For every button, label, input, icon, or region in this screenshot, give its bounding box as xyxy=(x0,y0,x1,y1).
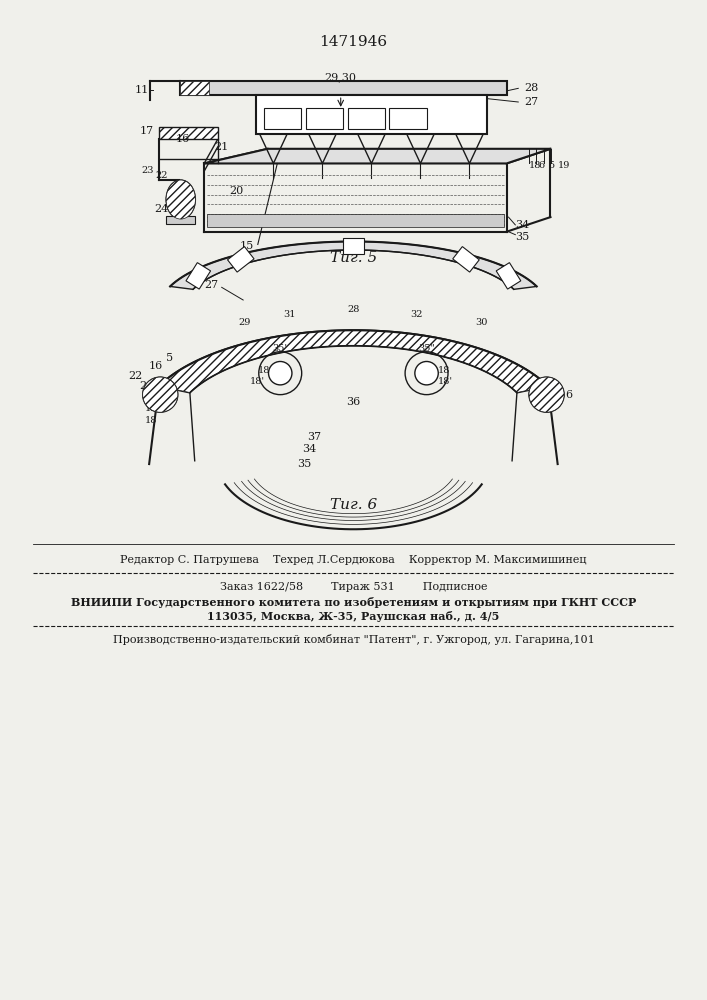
Text: 16: 16 xyxy=(149,361,163,371)
Polygon shape xyxy=(159,330,548,393)
Bar xyxy=(228,247,254,272)
Text: Заказ 1622/58        Тираж 531        Подписное: Заказ 1622/58 Тираж 531 Подписное xyxy=(220,582,487,592)
Text: 35': 35' xyxy=(273,344,288,353)
Text: 19: 19 xyxy=(145,404,158,413)
Bar xyxy=(264,108,300,129)
Text: Производственно-издательский комбинат "Патент", г. Ужгород, ул. Гагарина,101: Производственно-издательский комбинат "П… xyxy=(112,634,595,645)
Bar xyxy=(343,238,364,254)
Bar xyxy=(390,108,426,129)
Text: 27: 27 xyxy=(204,280,218,290)
Text: 21: 21 xyxy=(139,381,153,391)
Text: 6: 6 xyxy=(565,390,572,400)
Text: 31: 31 xyxy=(284,310,296,319)
Text: 35: 35 xyxy=(297,459,312,469)
Circle shape xyxy=(143,377,177,412)
Bar xyxy=(166,216,195,224)
Text: 29: 29 xyxy=(238,318,251,327)
Text: 18': 18' xyxy=(250,377,264,386)
Text: 35: 35 xyxy=(515,232,530,242)
Text: 30: 30 xyxy=(475,318,488,327)
Text: 36: 36 xyxy=(346,397,361,407)
Bar xyxy=(452,247,479,272)
Polygon shape xyxy=(170,242,537,289)
Circle shape xyxy=(529,377,564,412)
Text: 22: 22 xyxy=(129,371,143,381)
Text: 28: 28 xyxy=(524,83,538,93)
Circle shape xyxy=(143,377,177,412)
Text: 32: 32 xyxy=(411,310,423,319)
Text: Τиг. 5: Τиг. 5 xyxy=(329,251,377,265)
Text: 5: 5 xyxy=(549,161,554,170)
Ellipse shape xyxy=(166,180,195,219)
Circle shape xyxy=(269,361,292,385)
Text: 18: 18 xyxy=(438,366,450,375)
Text: 36: 36 xyxy=(349,242,363,252)
Text: 18: 18 xyxy=(145,416,158,425)
Text: 37: 37 xyxy=(378,242,392,252)
Text: 28: 28 xyxy=(347,305,360,314)
Bar xyxy=(180,81,506,95)
Text: 6: 6 xyxy=(539,161,545,170)
Text: 34: 34 xyxy=(302,444,316,454)
Text: 16: 16 xyxy=(175,134,189,144)
Bar xyxy=(186,263,211,289)
Circle shape xyxy=(529,377,564,412)
Text: Редактор С. Патрушева    Техред Л.Сердюкова    Корректор М. Максимишинец: Редактор С. Патрушева Техред Л.Сердюкова… xyxy=(120,555,587,565)
Text: 17: 17 xyxy=(139,126,153,136)
Text: 113035, Москва, Ж-35, Раушская наб., д. 4/5: 113035, Москва, Ж-35, Раушская наб., д. … xyxy=(207,611,500,622)
Text: 11: 11 xyxy=(134,85,149,95)
Bar xyxy=(348,108,385,129)
Text: 37: 37 xyxy=(307,432,321,442)
Text: 29,30: 29,30 xyxy=(325,73,357,83)
Text: 19: 19 xyxy=(559,161,571,170)
Circle shape xyxy=(415,361,438,385)
Text: 1471946: 1471946 xyxy=(320,35,387,49)
Bar xyxy=(180,81,209,95)
Bar xyxy=(256,95,487,134)
Bar xyxy=(159,127,218,139)
Bar xyxy=(496,263,521,289)
Text: 21: 21 xyxy=(214,142,228,152)
Text: 24: 24 xyxy=(154,204,168,214)
Bar xyxy=(207,214,503,227)
Text: 35": 35" xyxy=(418,344,435,353)
Text: 18: 18 xyxy=(258,366,271,375)
Text: 22: 22 xyxy=(156,171,168,180)
Text: ВНИИПИ Государственного комитета по изобретениям и открытиям при ГКНТ СССР: ВНИИПИ Государственного комитета по изоб… xyxy=(71,597,636,608)
Text: 27: 27 xyxy=(524,97,538,107)
Bar xyxy=(305,108,343,129)
Polygon shape xyxy=(159,330,548,393)
Text: 20: 20 xyxy=(229,186,243,196)
Text: 34: 34 xyxy=(515,220,530,230)
Ellipse shape xyxy=(166,180,195,219)
Text: 15: 15 xyxy=(240,241,254,251)
Text: 18: 18 xyxy=(529,161,542,170)
Text: 18': 18' xyxy=(438,377,453,386)
Text: Τиг. 6: Τиг. 6 xyxy=(329,498,377,512)
Text: 5: 5 xyxy=(166,353,173,363)
Polygon shape xyxy=(204,149,551,163)
Text: 23: 23 xyxy=(141,166,153,175)
